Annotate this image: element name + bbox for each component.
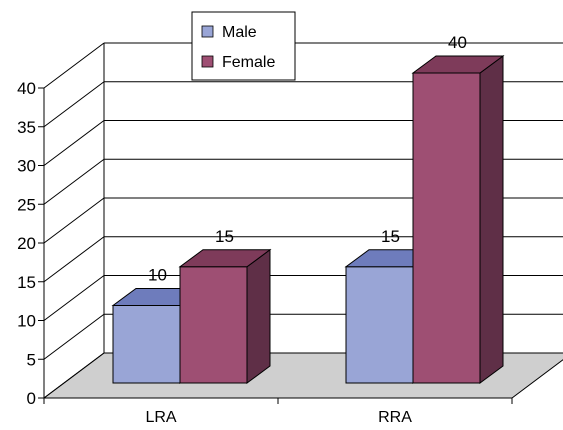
bar-front-male-rra [345, 266, 414, 384]
gridline-side [43, 158, 105, 205]
legend-swatch-female [201, 55, 214, 68]
bar-side-female-rra [479, 55, 504, 384]
bar-front-male-lra [112, 305, 181, 384]
legend-swatch-male [201, 25, 214, 38]
bar-front-female-lra [179, 266, 248, 384]
bar-front-female-rra [412, 72, 481, 384]
bar-side-female-lra [246, 248, 271, 384]
gridline-side [43, 81, 105, 128]
data-label-female-lra: 15 [215, 227, 234, 246]
y-tick-label: 10 [17, 312, 36, 331]
x-category-label: LRA [145, 409, 176, 426]
data-labels: 10 15 15 40 [148, 33, 467, 285]
gridline-side [43, 197, 105, 244]
gridline-side [43, 42, 105, 89]
y-tick-label: 0 [27, 389, 36, 408]
gridline-side [43, 236, 105, 283]
legend: Male Female [191, 11, 296, 81]
legend-label-female: Female [222, 54, 275, 71]
gridline-side [43, 313, 105, 360]
y-tick-label: 15 [17, 273, 36, 292]
bar-top-female-rra [411, 55, 505, 74]
legend-label-male: Male [222, 24, 257, 41]
legend-box [191, 11, 296, 81]
data-label-male-lra: 10 [148, 266, 167, 285]
y-axis-ticks: 0 5 10 15 20 25 30 35 40 [17, 79, 44, 408]
y-tick-label: 40 [17, 79, 36, 98]
y-tick-label: 30 [17, 157, 36, 176]
gridline-side [43, 120, 105, 166]
y-tick-label: 25 [17, 195, 36, 214]
data-label-male-rra: 15 [381, 227, 400, 246]
bars [111, 55, 505, 384]
y-tick-label: 20 [17, 234, 36, 253]
data-label-female-rra: 40 [448, 33, 467, 52]
y-tick-label: 5 [27, 350, 36, 369]
bar-top-female-lra [178, 249, 272, 268]
floor-side-edge [43, 352, 105, 399]
gridline-side [43, 275, 105, 321]
x-axis-categories: LRA RRA [43, 398, 513, 426]
x-category-label: RRA [378, 409, 412, 426]
y-tick-label: 35 [17, 118, 36, 137]
